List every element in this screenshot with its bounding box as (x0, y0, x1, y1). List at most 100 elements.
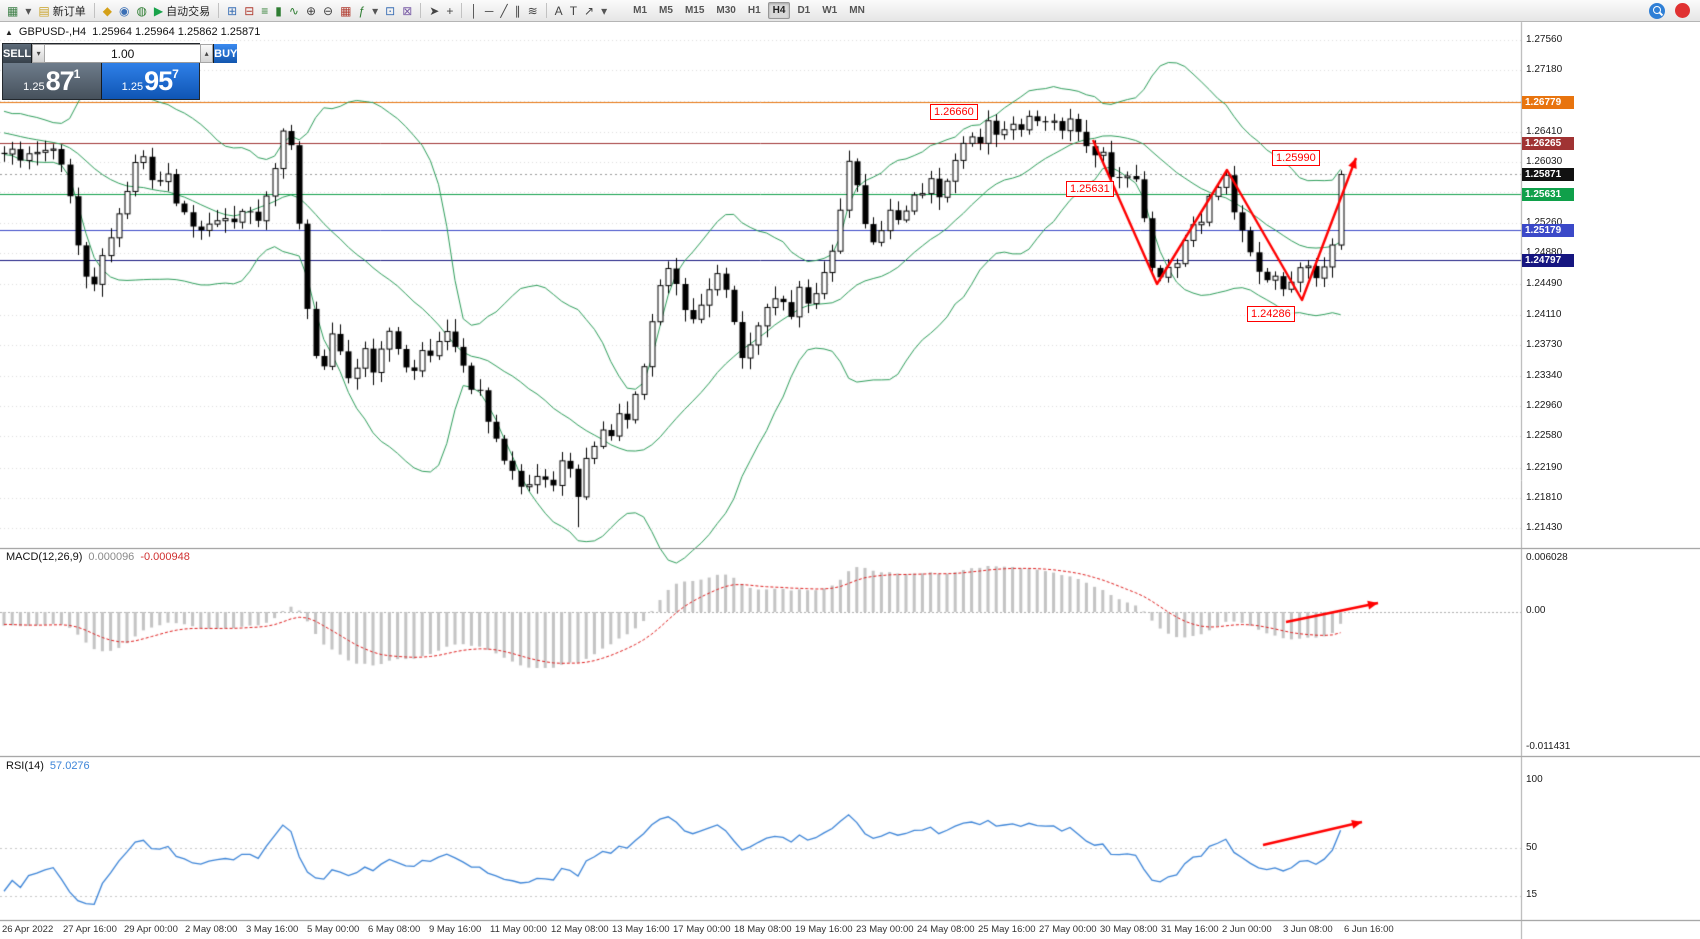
timeframe-h1-button[interactable]: H1 (747, 5, 761, 16)
bar-chart-icon: ≡ (261, 3, 269, 18)
price-annotation[interactable]: 1.24286 (1247, 306, 1295, 322)
new-order-button-icon: ▤ (38, 3, 50, 18)
rsi-level-50: 50 (1526, 842, 1538, 853)
notification-badge[interactable] (1675, 3, 1690, 18)
label-icon[interactable]: T (567, 2, 580, 20)
one-click-trading-panel: SELL ▾ ▴ BUY 1.25 87 1 1.25 95 7 (2, 43, 238, 100)
rsi-name: RSI(14) (6, 760, 44, 772)
tile-windows-icon: ⊞ (227, 3, 238, 18)
chart-dropdown-icon: ▾ (25, 3, 32, 18)
timeframe-m1-button[interactable]: M1 (633, 5, 648, 16)
zoom-out-icon[interactable]: ⊖ (320, 2, 336, 20)
rsi-label: RSI(14) 57.0276 (6, 760, 90, 772)
horizontal-line-icon[interactable]: ─ (482, 2, 497, 20)
timeframe-m30-button[interactable]: M30 (716, 5, 736, 16)
timeframe-d1-button[interactable]: D1 (797, 5, 811, 16)
sell-price-pipette: 1 (73, 67, 81, 81)
templates-icon: ⊠ (402, 3, 413, 18)
macd-main-value: 0.000096 (88, 551, 135, 563)
arrows-icon[interactable]: ↗ (581, 2, 597, 20)
toolbar-separator (545, 3, 547, 18)
sell-button[interactable]: SELL (3, 44, 33, 63)
macd-signal-value: -0.000948 (140, 551, 190, 563)
arrows-dropdown-icon[interactable]: ▾ (598, 2, 610, 20)
market-watch-icon: ◆ (102, 3, 112, 18)
toolbar-separator (93, 3, 95, 18)
periods-icon: ⊡ (385, 3, 396, 18)
templates-icon[interactable]: ⊠ (399, 2, 415, 20)
grid-windows-icon[interactable]: ▦ (337, 2, 354, 20)
price-annotation[interactable]: 1.26660 (930, 104, 978, 120)
market-watch-icon[interactable]: ◆ (100, 2, 115, 20)
bar-chart-icon[interactable]: ≡ (258, 2, 271, 20)
tile-windows-icon[interactable]: ⊞ (224, 2, 240, 20)
grid-windows-icon: ▦ (340, 3, 352, 18)
channel-icon: ∥ (514, 3, 521, 18)
volume-decrease-button[interactable]: ▾ (32, 44, 46, 63)
timeframe-w1-button[interactable]: W1 (822, 5, 838, 16)
candlestick-chart-icon[interactable]: ▮ (272, 2, 285, 20)
price-annotation[interactable]: 1.25631 (1066, 181, 1114, 197)
sell-price-big: 87 (45, 66, 75, 96)
fibonacci-icon[interactable]: ≋ (525, 2, 541, 20)
macd-axis-min: -0.011431 (1526, 741, 1571, 752)
sell-price[interactable]: 1.25 87 1 (3, 63, 102, 99)
text-icon: A (554, 3, 563, 18)
new-order-button[interactable]: ▤ 新订单 (35, 2, 88, 20)
macd-label: MACD(12,26,9) 0.000096 -0.000948 (6, 551, 190, 563)
buy-price-prefix: 1.25 (121, 81, 144, 93)
history-center-icon[interactable]: ◍ (133, 2, 149, 20)
zoom-out-icon: ⊖ (323, 3, 334, 18)
autotrading-button[interactable]: ▶ 自动交易 (151, 2, 213, 20)
symbol-period: GBPUSD-,H4 (18, 26, 87, 38)
buy-button[interactable]: BUY (213, 44, 238, 63)
zoom-in-icon[interactable]: ⊕ (303, 2, 319, 20)
indicators-dropdown-icon[interactable]: ▾ (369, 2, 381, 20)
arrows-dropdown-icon: ▾ (601, 3, 608, 18)
search-icon[interactable] (1649, 2, 1665, 19)
timeframe-m15-button[interactable]: M15 (684, 5, 705, 16)
text-icon[interactable]: A (552, 2, 566, 20)
toolbar-right (1649, 2, 1696, 19)
autotrading-button-icon: ▶ (153, 3, 164, 18)
price-annotation[interactable]: 1.25990 (1272, 150, 1320, 166)
timeframe-m5-button[interactable]: M5 (659, 5, 673, 16)
indicators-icon: ƒ (358, 3, 366, 18)
crosshair-icon[interactable]: + (443, 2, 456, 20)
cursor-icon[interactable]: ➤ (426, 2, 442, 20)
channel-icon[interactable]: ∥ (512, 2, 524, 20)
toolbar-separator (420, 3, 422, 18)
timeframe-h4-button[interactable]: H4 (767, 2, 791, 19)
buy-price[interactable]: 1.25 95 7 (101, 63, 199, 99)
cascade-windows-icon: ⊟ (244, 3, 255, 18)
trendline-icon[interactable]: ╱ (497, 2, 510, 20)
volume-control: ▾ ▴ (32, 44, 214, 63)
candlestick-chart-icon: ▮ (275, 3, 282, 18)
periods-icon[interactable]: ⊡ (382, 2, 398, 20)
macd-axis-zero: 0.00 (1526, 605, 1546, 616)
arrows-icon: ↗ (584, 3, 595, 18)
timeframe-toolbar: M1 M5 M15 M30 H1 H4 D1 W1 MN (628, 2, 870, 19)
navigator-icon[interactable]: ◉ (116, 2, 132, 20)
indicators-dropdown-icon: ▾ (372, 3, 379, 18)
new-chart-icon[interactable]: ▦ (4, 2, 21, 20)
toolbar-buttons: ▦ ▾ ▤ 新订单 ◆ ◉ ◍ ▶ 自动交易 ⊞ ⊟ ≡ ▮ ∿ ⊕ ⊖ ▦ ƒ ▾ ⊡ ⊠ ➤ + │ ─ ╱ ∥ ≋ A T ↗ ▾ (4, 2, 610, 20)
timeframe-mn-button[interactable]: MN (849, 5, 865, 16)
volume-increase-button[interactable]: ▴ (200, 44, 214, 63)
cursor-icon: ➤ (429, 3, 440, 18)
volume-input[interactable] (45, 44, 201, 63)
indicators-icon[interactable]: ƒ (355, 2, 368, 20)
vertical-line-icon[interactable]: │ (467, 2, 481, 20)
line-chart-icon[interactable]: ∿ (286, 2, 302, 20)
sell-price-prefix: 1.25 (23, 81, 45, 93)
buy-price-big: 95 (144, 66, 173, 96)
cascade-windows-icon[interactable]: ⊟ (241, 2, 257, 20)
chart-symbol-info: ▲ GBPUSD-,H4 1.25964 1.25964 1.25862 1.2… (5, 26, 260, 38)
fibonacci-icon: ≋ (527, 3, 538, 18)
rsi-value: 57.0276 (49, 760, 90, 772)
buy-price-pipette: 7 (172, 67, 179, 81)
navigator-icon: ◉ (118, 3, 130, 18)
chart-dropdown-icon[interactable]: ▾ (22, 2, 34, 20)
